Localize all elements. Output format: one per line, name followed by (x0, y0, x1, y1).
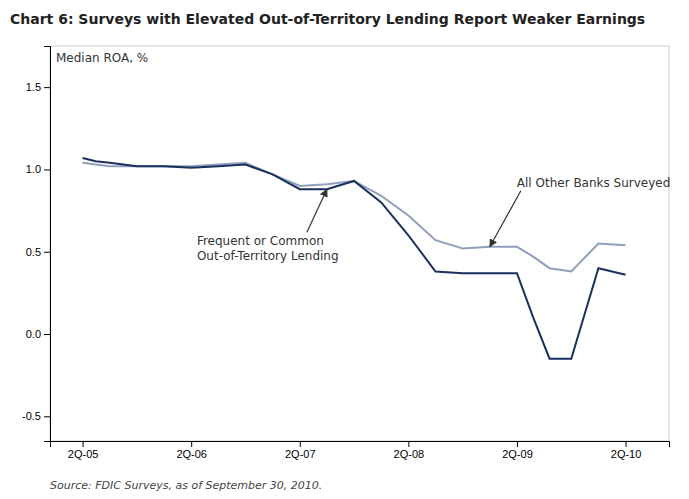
y-tick-mark (44, 169, 50, 170)
y-tick: -0.5 (22, 410, 50, 422)
y-tick-label: 0.5 (26, 246, 41, 258)
y-tick-mark (44, 334, 50, 335)
x-tick: 2Q-08 (394, 441, 425, 460)
x-tick-label: 2Q-08 (394, 448, 425, 460)
plot-frame (50, 46, 669, 441)
y-axis-line (44, 47, 51, 442)
series-label: All Other Banks Surveyed (517, 176, 671, 190)
y-tick-mark (44, 87, 50, 88)
y-axis: -0.5 0.0 0.5 1.0 1.5 (22, 47, 50, 442)
x-tick-mark (83, 441, 84, 447)
x-tick-mark (517, 441, 518, 447)
y-tick: 0.5 (26, 246, 50, 258)
x-tick-mark (300, 441, 301, 447)
x-tick: 2Q-07 (285, 441, 316, 460)
plot-area: 2Q-05 2Q-06 2Q-07 2Q-08 2Q-09 2Q-10 -0.5 0.0 0.5… (22, 46, 670, 460)
x-tick-label: 2Q-07 (285, 448, 316, 460)
source-note: Source: FDIC Surveys, as of September 30… (50, 479, 322, 492)
x-tick-label: 2Q-10 (611, 448, 642, 460)
y-tick-label: 0.0 (26, 328, 41, 340)
y-tick-label: 1.0 (26, 163, 41, 175)
y-axis-label: Median ROA, % (56, 51, 148, 65)
y-tick: 0.0 (26, 328, 50, 340)
series-label-arrow (490, 191, 521, 247)
x-tick-label: 2Q-09 (502, 448, 533, 460)
chart-title: Chart 6: Surveys with Elevated Out-of-Te… (10, 11, 645, 27)
x-tick-mark (408, 441, 409, 447)
x-axis-line (51, 442, 670, 448)
series-label: Frequent or CommonOut-of-Territory Lendi… (197, 234, 339, 263)
x-tick-label: 2Q-06 (176, 448, 207, 460)
series-label-line: All Other Banks Surveyed (517, 176, 671, 190)
x-tick: 2Q-09 (502, 441, 533, 460)
chart-svg: 2Q-05 2Q-06 2Q-07 2Q-08 2Q-09 2Q-10 -0.5 0.0 0.5… (0, 0, 689, 499)
y-tick-mark (44, 416, 50, 417)
x-tick: 2Q-06 (176, 441, 207, 460)
x-tick-mark (626, 441, 627, 447)
x-tick-mark (191, 441, 192, 447)
y-tick-label: -0.5 (22, 410, 41, 422)
series-labels: All Other Banks Surveyed Frequent or Comm… (197, 176, 670, 263)
y-tick: 1.5 (26, 81, 50, 93)
x-tick: 2Q-10 (611, 441, 642, 460)
x-tick: 2Q-05 (68, 441, 99, 460)
x-tick-label: 2Q-05 (68, 448, 99, 460)
series-label-line: Frequent or Common (197, 234, 324, 248)
y-tick-mark (44, 252, 50, 253)
y-tick-label: 1.5 (26, 81, 41, 93)
series-label-line: Out-of-Territory Lending (197, 249, 339, 263)
series-label-arrow (307, 189, 327, 232)
y-tick: 1.0 (26, 163, 50, 175)
x-axis: 2Q-05 2Q-06 2Q-07 2Q-08 2Q-09 2Q-10 (51, 441, 670, 460)
